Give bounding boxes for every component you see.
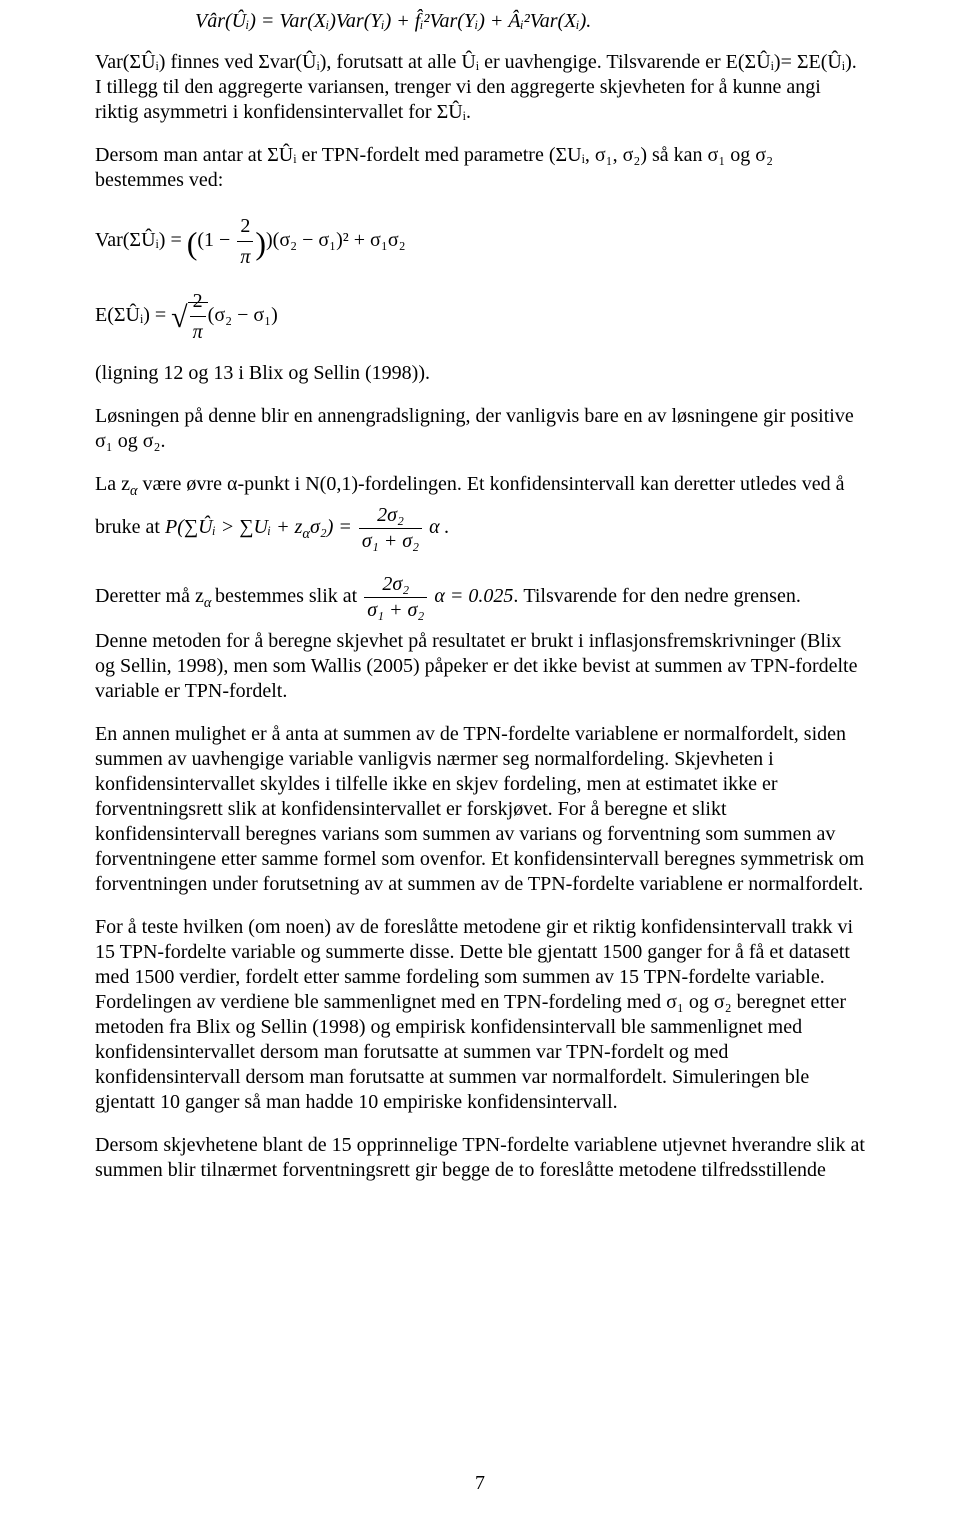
denominator: σ₁ + σ₂ <box>359 528 422 554</box>
denominator: π <box>237 241 253 272</box>
paragraph-4: Løsningen på denne blir en annengradslig… <box>95 404 865 454</box>
paragraph-1: Var(ΣÛᵢ) finnes ved Σvar(Ûᵢ), forutsatt … <box>95 50 865 125</box>
paren-open: ( <box>187 225 198 261</box>
equation-var-sigma: Var(ΣÛᵢ) = ((1 − 2π))(σ₂ − σ₁)² + σ₁σ₂ <box>95 211 865 272</box>
denominator: σ₁ + σ₂ <box>364 597 427 623</box>
paragraph-7: Denne metoden for å beregne skjevhet på … <box>95 629 865 704</box>
text-a: Deretter må z <box>95 585 204 607</box>
subscript-alpha: α <box>302 526 310 542</box>
text-c: . Tilsvarende for den nedre grensen. <box>513 585 801 607</box>
fraction-2-over-pi: 2π <box>237 211 253 272</box>
paragraph-5-line1: La zα være øvre α-punkt i N(0,1)-fordeli… <box>95 472 865 497</box>
numerator: 2 <box>190 286 206 316</box>
paren-close: ) <box>255 225 266 261</box>
numerator: 2σ₂ <box>359 503 422 528</box>
paragraph-9: For å teste hvilken (om noen) av de fore… <box>95 915 865 1115</box>
paragraph-5-line2: bruke at P(∑Ûᵢ > ∑Uᵢ + zασ₂) = 2σ₂σ₁ + σ… <box>95 503 865 554</box>
text-a: La z <box>95 473 130 495</box>
prob-expr-c: α . <box>424 516 450 538</box>
eq-rhs: (σ₂ − σ₁) <box>208 304 278 326</box>
prob-expr-a: P(∑Ûᵢ > ∑Uᵢ + z <box>165 516 302 538</box>
eq-rhs-a: (1 − <box>197 229 235 251</box>
eq-lhs: E(ΣÛᵢ) = <box>95 304 171 326</box>
fraction-2sigma2-over-sum: 2σ₂σ₁ + σ₂ <box>364 572 427 623</box>
paragraph-2: Dersom man antar at ΣÛᵢ er TPN-fordelt m… <box>95 143 865 193</box>
paragraph-10: Dersom skjevhetene blant de 15 opprinnel… <box>95 1133 865 1183</box>
rhs: α = 0.025 <box>429 585 513 607</box>
equation-e-sigma: E(ΣÛᵢ) = √2π(σ₂ − σ₁) <box>95 286 865 347</box>
text-b: bestemmes slik at <box>215 585 362 607</box>
numerator: 2 <box>237 211 253 241</box>
text-c: bruke at <box>95 516 165 538</box>
sqrt-sign: √ <box>171 301 187 334</box>
equation-text: Vâr(Ûᵢ) = Var(Xᵢ)Var(Yᵢ) + f̂ᵢ²Var(Yᵢ) +… <box>195 10 591 32</box>
eq-rhs-b: )(σ₂ − σ₁)² + σ₁σ₂ <box>266 229 406 251</box>
paragraph-3: (ligning 12 og 13 i Blix og Sellin (1998… <box>95 361 865 386</box>
fraction-2-over-pi: 2π <box>190 286 206 347</box>
equation-var-hat-u: Vâr(Ûᵢ) = Var(Xᵢ)Var(Yᵢ) + f̂ᵢ²Var(Yᵢ) +… <box>95 6 865 36</box>
paragraph-8: En annen mulighet er å anta at summen av… <box>95 722 865 897</box>
numerator: 2σ₂ <box>364 572 427 597</box>
denominator: π <box>190 316 206 347</box>
sqrt-body: 2π <box>188 302 208 326</box>
paragraph-6: Deretter må zα bestemmes slik at 2σ₂σ₁ +… <box>95 572 865 623</box>
subscript-alpha: α <box>204 595 215 611</box>
page-number: 7 <box>0 1472 960 1495</box>
fraction-2sigma2-over-sum: 2σ₂σ₁ + σ₂ <box>359 503 422 554</box>
prob-expr-b: σ₂) = <box>310 516 357 538</box>
text-b: være øvre α-punkt i N(0,1)-fordelingen. … <box>138 473 845 495</box>
subscript-alpha: α <box>130 483 138 499</box>
eq-lhs: Var(ΣÛᵢ) = <box>95 229 187 251</box>
